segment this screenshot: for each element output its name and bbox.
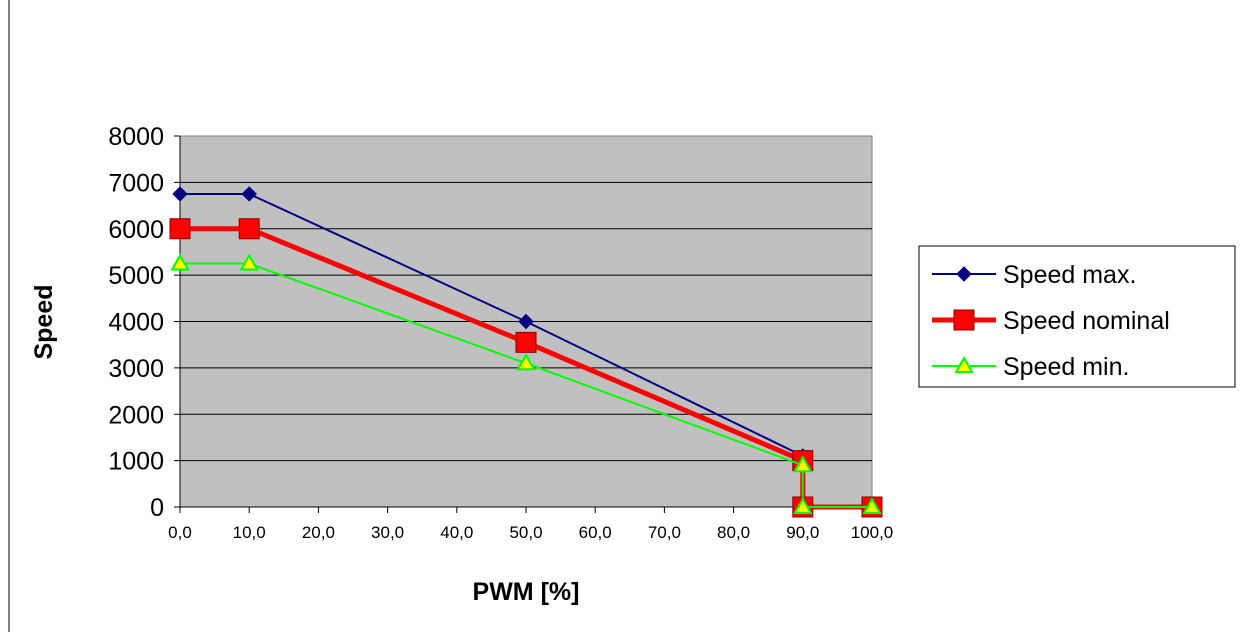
data-point-series-2: [515, 331, 537, 353]
y-tick-label: 7000: [108, 169, 164, 197]
series-line-3: [180, 262, 872, 508]
y-tick-label: 0: [150, 494, 164, 522]
x-tick-label: 80,0: [717, 523, 750, 542]
data-point-series-3: [170, 253, 190, 271]
data-point-series-3: [516, 353, 536, 371]
y-axis: 0 1000 2000 3000 4000 5000 6000 7000 8000: [108, 123, 181, 522]
data-point-series-1: [518, 313, 534, 330]
x-tick-label: 30,0: [371, 523, 404, 542]
x-tick-label: 100,0: [851, 523, 894, 542]
x-tick-label: 10,0: [233, 523, 266, 542]
legend-marker-2: [953, 309, 975, 331]
x-axis: 0,0 10,0 20,0 30,0 40,0 50,0 60,0 70,0 80,0 90,0 1…: [168, 506, 894, 542]
y-tick-label: 3000: [108, 355, 164, 383]
y-tick-label: 4000: [108, 309, 164, 337]
data-point-series-1: [241, 186, 257, 202]
data-point-series-2: [169, 218, 191, 240]
x-tick-label: 20,0: [302, 523, 335, 542]
data-point-series-3: [239, 253, 259, 271]
data-point-series-3: [793, 455, 813, 473]
x-tick-label: 40,0: [440, 523, 473, 542]
x-tick-label: 70,0: [648, 523, 681, 542]
data-point-series-3: [862, 496, 882, 514]
series: [169, 186, 883, 518]
y-axis-title: Speed: [30, 284, 58, 359]
y-tick-label: 8000: [108, 123, 164, 151]
x-tick-label: 60,0: [579, 523, 612, 542]
legend-label-2: Speed nominal: [1003, 307, 1170, 335]
data-point-series-1: [172, 186, 188, 202]
data-point-series-3: [793, 496, 813, 514]
legend-marker-1: [956, 266, 972, 282]
x-axis-title: PWM [%]: [473, 578, 580, 606]
legend-label-3: Speed min.: [1003, 353, 1129, 381]
x-tick-label: 0,0: [168, 523, 192, 542]
x-tick-label: 90,0: [786, 523, 819, 542]
y-tick-label: 2000: [108, 401, 164, 429]
legend-marker-3: [954, 355, 974, 373]
data-point-series-2: [238, 218, 260, 240]
y-tick-label: 5000: [108, 262, 164, 290]
legend-label-1: Speed max.: [1003, 261, 1136, 289]
legend: Speed max. Speed nominal Speed min.: [918, 245, 1236, 388]
y-tick-label: 6000: [108, 216, 164, 244]
y-tick-label: 1000: [108, 448, 164, 476]
x-tick-label: 50,0: [509, 523, 542, 542]
